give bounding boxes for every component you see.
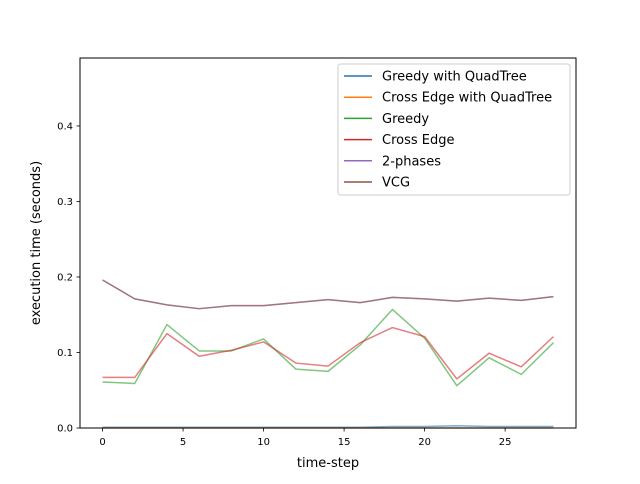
legend-label: Cross Edge with QuadTree — [382, 91, 552, 106]
x-tick-label: 10 — [257, 437, 270, 448]
series-line-cross-edge — [102, 326, 554, 380]
axes-layer — [79, 57, 577, 429]
axes-frame — [79, 57, 577, 429]
legend-label: Greedy with QuadTree — [382, 70, 527, 85]
series-line-greedy-with-quadtree — [102, 424, 554, 428]
series-layer — [102, 279, 554, 429]
y-axis: 0.0 0.1 0.2 0.3 0.4 — [57, 121, 80, 435]
x-tick-label: 25 — [499, 437, 512, 448]
series-line-vcg — [102, 279, 554, 310]
y-tick-label: 0.3 — [57, 197, 73, 208]
legend-label: Greedy — [382, 112, 429, 127]
series-line-greedy — [102, 308, 554, 387]
legend-box — [337, 63, 571, 196]
legend-label: Cross Edge — [382, 133, 454, 148]
y-tick-label: 0.0 — [57, 424, 73, 435]
x-tick-label: 20 — [418, 437, 431, 448]
y-tick-label: 0.4 — [57, 121, 73, 132]
x-axis-label: time-step — [297, 456, 359, 471]
legend: Greedy with QuadTree Cross Edge with Quad… — [337, 63, 571, 196]
legend-label: 2-phases — [382, 154, 441, 169]
y-axis-label: execution time (seconds) — [29, 161, 44, 325]
x-tick-label: 15 — [338, 437, 351, 448]
x-tick-label: 0 — [99, 437, 105, 448]
legend-label: VCG — [382, 176, 410, 191]
x-tick-label: 5 — [180, 437, 186, 448]
y-tick-label: 0.1 — [57, 348, 73, 359]
x-axis: 0 5 10 15 20 25 — [99, 428, 512, 448]
y-tick-label: 0.2 — [57, 272, 73, 283]
